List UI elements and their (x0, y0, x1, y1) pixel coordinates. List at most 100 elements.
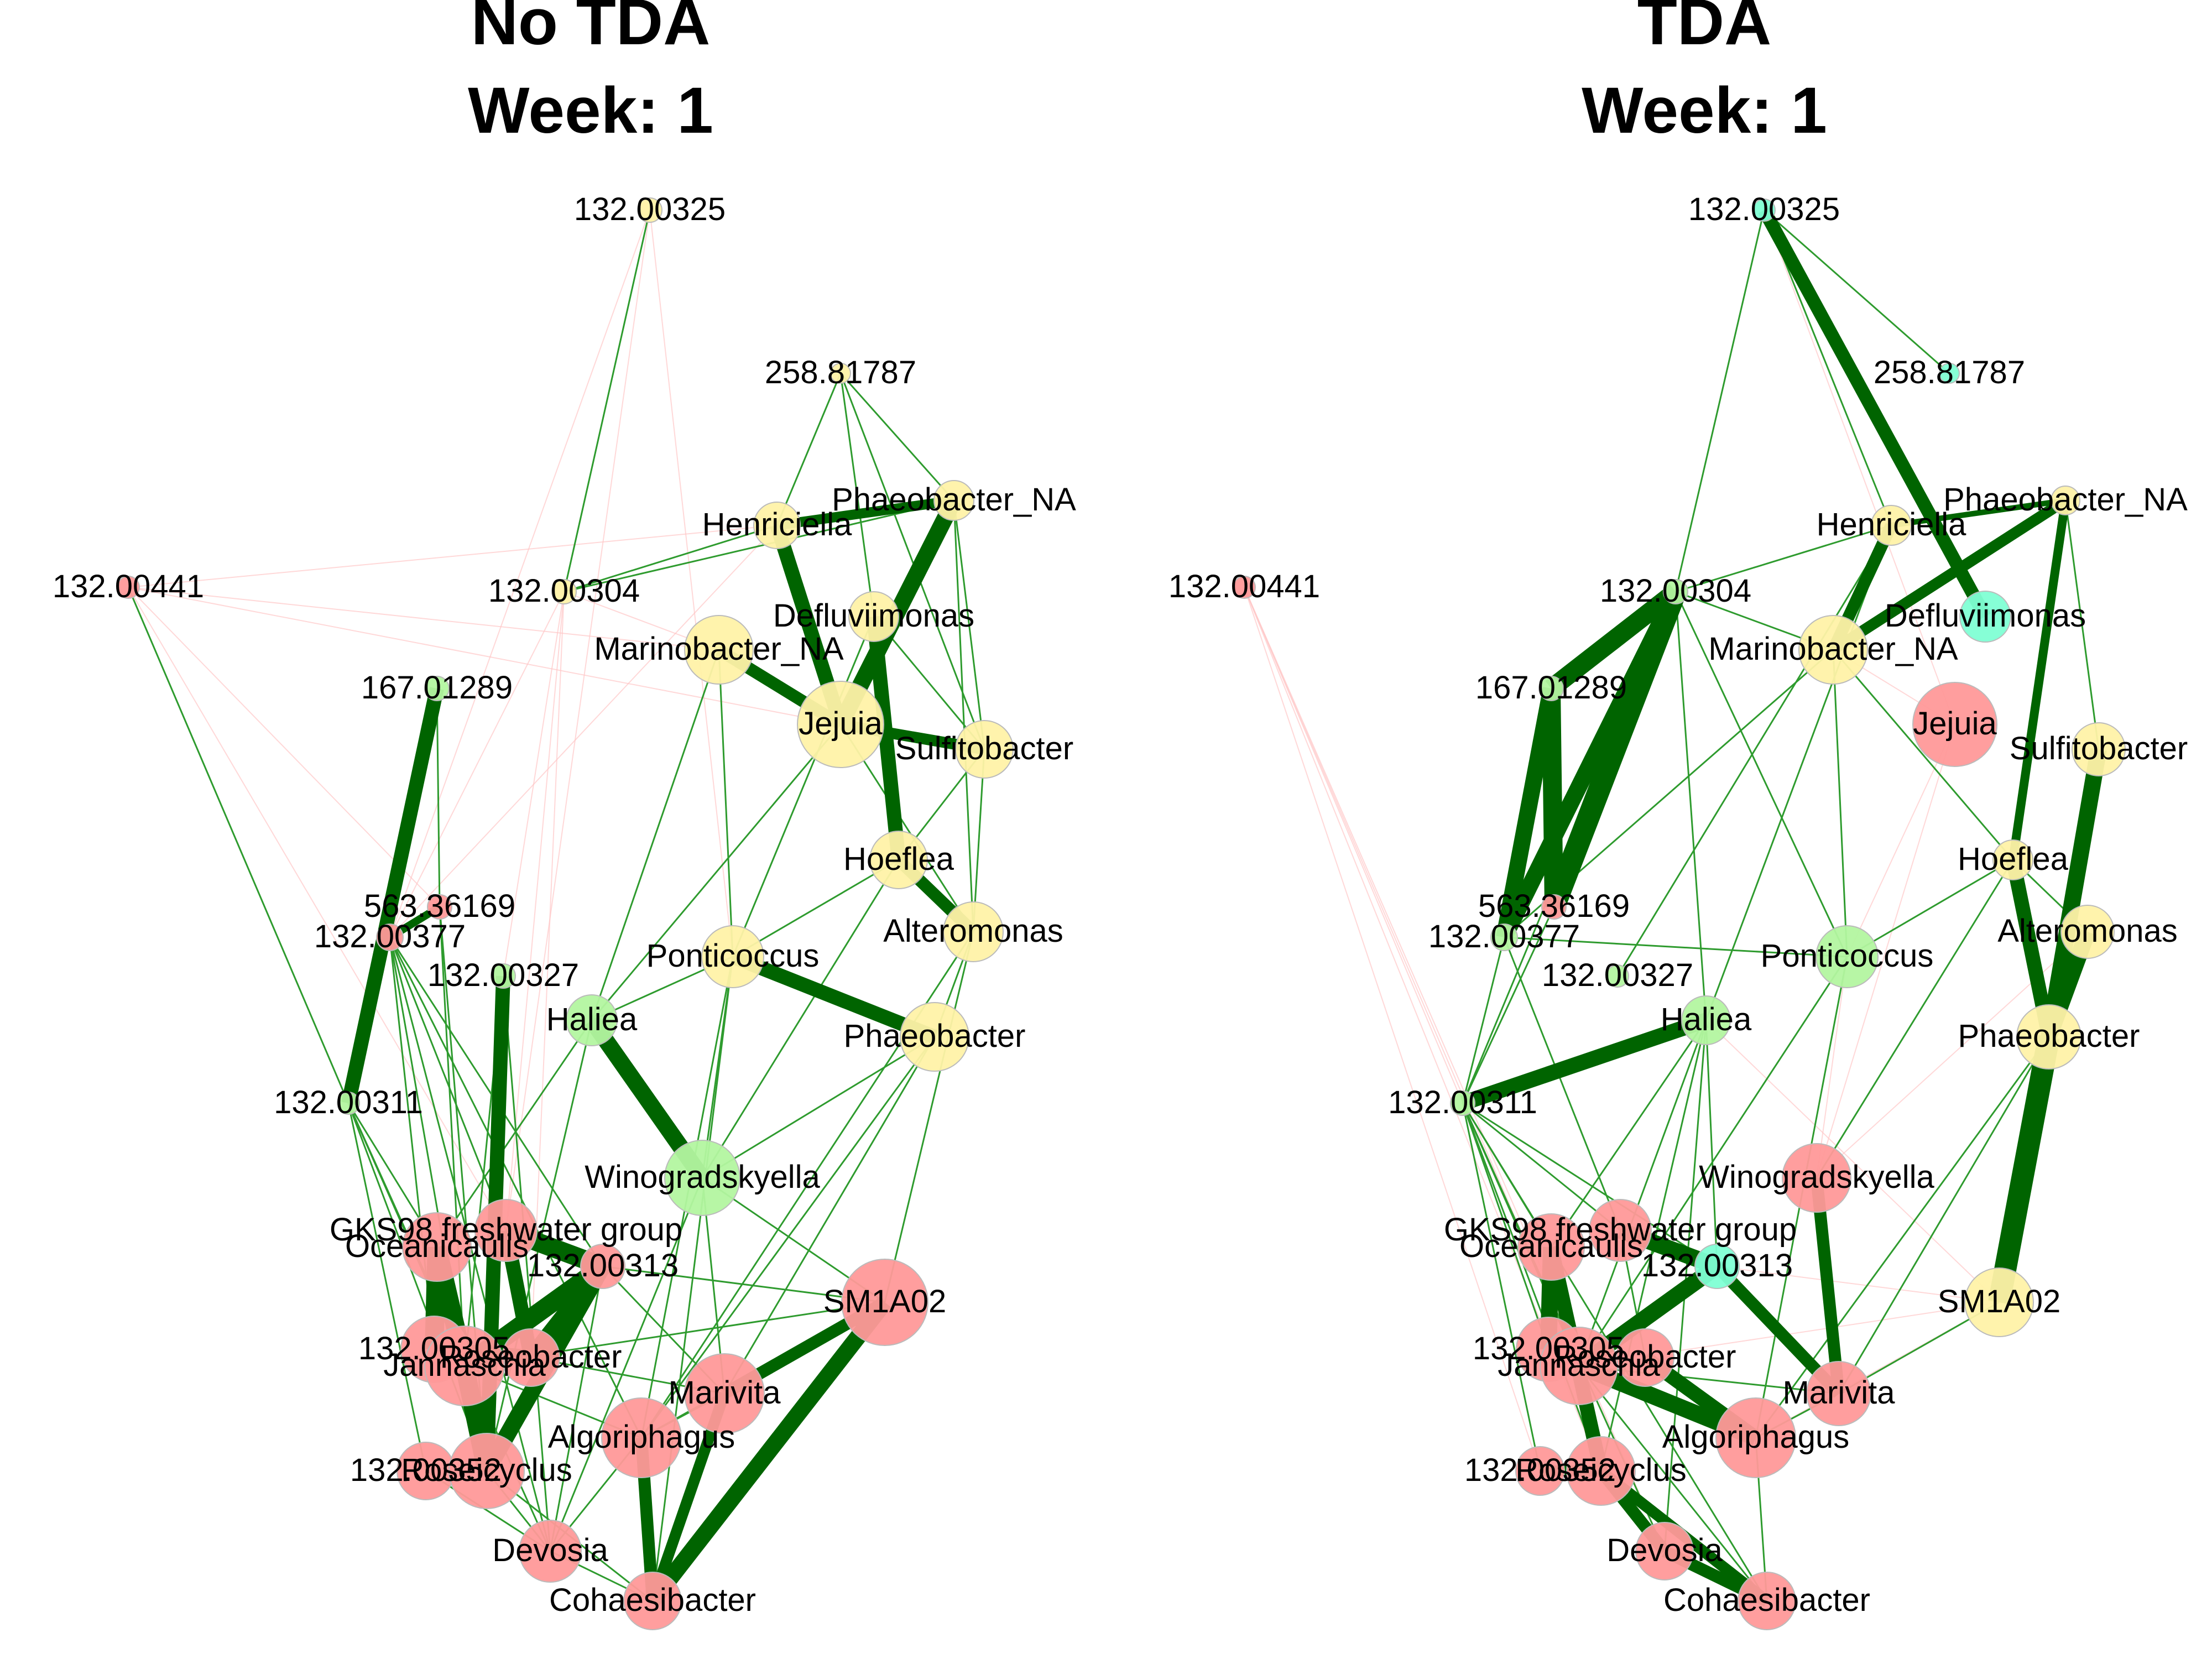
node-label: Haliea (546, 1001, 638, 1037)
positive-edge (563, 210, 651, 592)
node-label: GKS98 freshwater group (1444, 1212, 1797, 1248)
node-label: Algoriphagus (548, 1419, 735, 1455)
node-Ponticoccus (1815, 925, 1879, 988)
node-label: Marivita (668, 1375, 781, 1411)
node-Alteromonas (943, 901, 1004, 962)
node-Marivita (1806, 1361, 1871, 1426)
positive-edge (502, 975, 551, 1552)
positive-edge (1674, 591, 1848, 957)
node-563-36169 (427, 894, 452, 920)
node-label: Marinobacter_NA (594, 631, 844, 667)
positive-edge (564, 524, 778, 593)
node-label: 132.00313 (1641, 1248, 1793, 1284)
positive-edge (839, 373, 875, 617)
node-label: 132.00327 (427, 957, 579, 993)
positive-edge (953, 500, 974, 932)
node-MarinobacterNA (684, 615, 754, 685)
positive-edge (646, 1297, 891, 1606)
node-Jannaschia (424, 1326, 505, 1406)
panel-title-line1: TDA (1637, 0, 1772, 59)
negative-edge (1816, 956, 1848, 1178)
node-Devosia (519, 1520, 582, 1583)
node-label: Oceanicaulis (1459, 1228, 1643, 1264)
node-Hoeflea (869, 831, 928, 889)
node-label: Phaeobacter_NA (832, 482, 1076, 518)
negative-edge (649, 210, 733, 957)
positive-edge (723, 1036, 936, 1394)
node-label: 132.00352 (1464, 1452, 1616, 1488)
node-Jannaschia (1540, 1327, 1618, 1405)
node-label: 132.00304 (1600, 573, 1751, 609)
node-132-00311 (337, 1092, 360, 1115)
positive-edge (1832, 649, 2014, 860)
positive-edge (1578, 1365, 1768, 1601)
node-132-00352 (1515, 1446, 1565, 1496)
label-layer: 132.00325 258.81787 Phaeobacter_NAHenricie… (53, 191, 1076, 1618)
positive-edge (549, 1177, 703, 1552)
node-label: Jejuia (1913, 706, 1997, 742)
positive-edge (1675, 524, 1892, 593)
node-Sulfitobacter (955, 720, 1014, 779)
positive-edge (1764, 209, 1950, 374)
positive-edge (591, 649, 720, 1021)
positive-edge (1705, 525, 1892, 1021)
positive-edge (1578, 1020, 1707, 1366)
negative-edge (389, 525, 778, 938)
node-Hoeflea (1992, 839, 2033, 880)
node-label: Jejuia (799, 706, 883, 742)
node-Sulfitobacter (2072, 722, 2126, 776)
node-Devosia (1635, 1522, 1694, 1580)
negative-edge (389, 210, 650, 938)
node-label: 563.36169 (1478, 888, 1630, 924)
node-label: 132.00325 (1688, 191, 1840, 227)
panel-title-line2: Week: 1 (468, 74, 713, 147)
positive-edge (1543, 587, 1686, 911)
positive-edge (1755, 1036, 2050, 1438)
node-label: 258.81787 (1874, 354, 2025, 390)
node-Oceanicaulis (402, 1212, 472, 1282)
node-Roseicyclus (448, 1433, 525, 1509)
negative-edge (505, 210, 650, 1231)
node-Defluviimonas (848, 591, 899, 642)
positive-edge (1462, 1103, 1602, 1472)
node-label: Alteromonas (883, 913, 1063, 949)
node-Cohaesibacter (1738, 1572, 1796, 1630)
node-label: 132.00311 (1388, 1084, 1537, 1120)
positive-edge (702, 1036, 935, 1179)
node-Cohaesibacter (623, 1572, 682, 1630)
positive-edge (1462, 1102, 1718, 1267)
node-Jejuia (797, 681, 884, 768)
node-Jejuia (1912, 682, 1997, 767)
node-132-00441 (117, 576, 140, 599)
negative-edge (1244, 587, 1541, 1472)
panel-title-line1: No TDA (471, 0, 711, 59)
positive-edge (1545, 584, 1682, 696)
positive-edge (1616, 525, 1892, 977)
negative-edge (1705, 1020, 2000, 1303)
node-132-00304 (551, 579, 577, 604)
node-label: Hoeflea (1958, 841, 2069, 877)
node-label: Phaeobacter (844, 1018, 1026, 1054)
node-132-00377 (376, 924, 404, 951)
negative-edge (1764, 210, 1955, 725)
positive-edge (640, 1036, 936, 1438)
node-Algoriphagus (1715, 1397, 1796, 1478)
positive-edge (1462, 1103, 1550, 1350)
node-label: Henriciella (1817, 507, 1967, 542)
node-label: 132.00377 (314, 919, 466, 954)
negative-edge (128, 525, 778, 588)
node-Defluviimonas (1959, 591, 2011, 643)
node-PhaeoNA (2051, 486, 2080, 515)
positive-edge (732, 616, 875, 957)
node-layer (117, 197, 1014, 1630)
node-258-81787 (830, 363, 851, 384)
positive-edge (1674, 591, 1707, 1021)
node-label: 132.00377 (1428, 919, 1580, 954)
positive-edge (730, 950, 937, 1044)
negative-edge (128, 587, 507, 1231)
positive-edge (651, 956, 734, 1601)
positive-edge (1830, 495, 2069, 655)
node-label: 132.00441 (1168, 568, 1320, 604)
positive-edge (1846, 859, 2013, 958)
